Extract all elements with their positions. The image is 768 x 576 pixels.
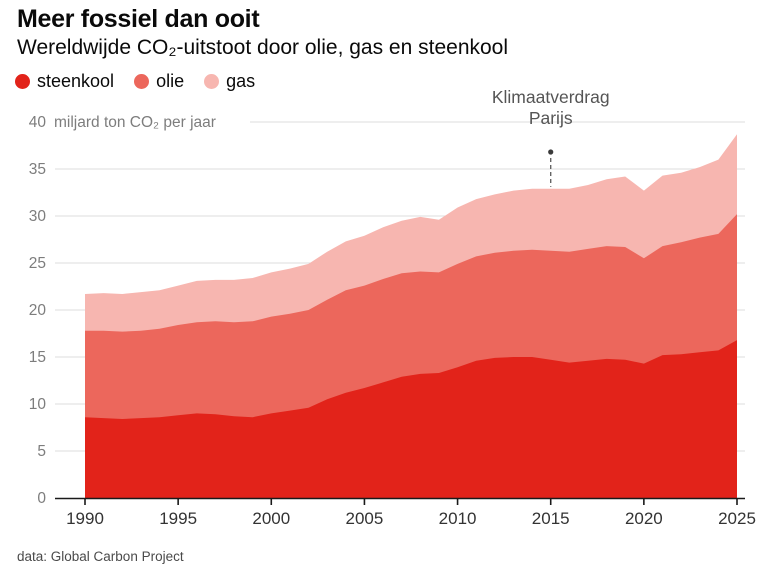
legend-label-steenkool: steenkool [37, 71, 115, 91]
y-tick-label: 20 [29, 302, 47, 319]
y-tick-label: 40 [29, 114, 47, 131]
legend-swatch-steenkool-icon [15, 74, 30, 89]
legend-swatch-gas-icon [204, 74, 220, 89]
annotation-text-line1: Klimaatverdrag [492, 87, 610, 107]
annotation-marker-dot [548, 149, 554, 155]
data-source: data: Global Carbon Project [17, 549, 184, 564]
legend-label-olie: olie [156, 71, 185, 91]
y-axis-unit-label: miljard ton CO₂ per jaar [54, 114, 216, 131]
y-tick-label: 5 [37, 443, 46, 460]
legend-item-gas: gas [204, 71, 255, 92]
page-subtitle: Wereldwijde CO₂-uitstoot door olie, gas … [17, 36, 509, 59]
x-tick-label: 2020 [625, 509, 663, 528]
x-tick-label: 2015 [532, 509, 570, 528]
y-tick-label: 15 [29, 349, 46, 366]
annotation-text-line2: Parijs [529, 108, 573, 128]
x-tick-label: 2010 [439, 509, 477, 528]
legend-swatch-olie-icon [134, 74, 150, 89]
y-tick-label: 0 [37, 490, 46, 507]
legend-label-gas: gas [226, 71, 256, 91]
legend-item-olie: olie [134, 71, 184, 92]
y-tick-label: 10 [29, 396, 47, 413]
area-steenkool [85, 340, 737, 498]
page-title: Meer fossiel dan ooit [17, 5, 260, 33]
y-tick-label: 25 [29, 255, 46, 272]
y-tick-label: 35 [29, 161, 46, 178]
y-tick-label: 30 [29, 208, 47, 225]
x-tick-label: 2025 [718, 509, 756, 528]
x-tick-label: 2005 [346, 509, 384, 528]
x-tick-label: 1995 [159, 509, 197, 528]
x-tick-label: 1990 [66, 509, 104, 528]
chart-legend: steenkool olie gas [15, 71, 255, 92]
x-tick-label: 2000 [252, 509, 290, 528]
legend-item-steenkool: steenkool [15, 71, 114, 92]
